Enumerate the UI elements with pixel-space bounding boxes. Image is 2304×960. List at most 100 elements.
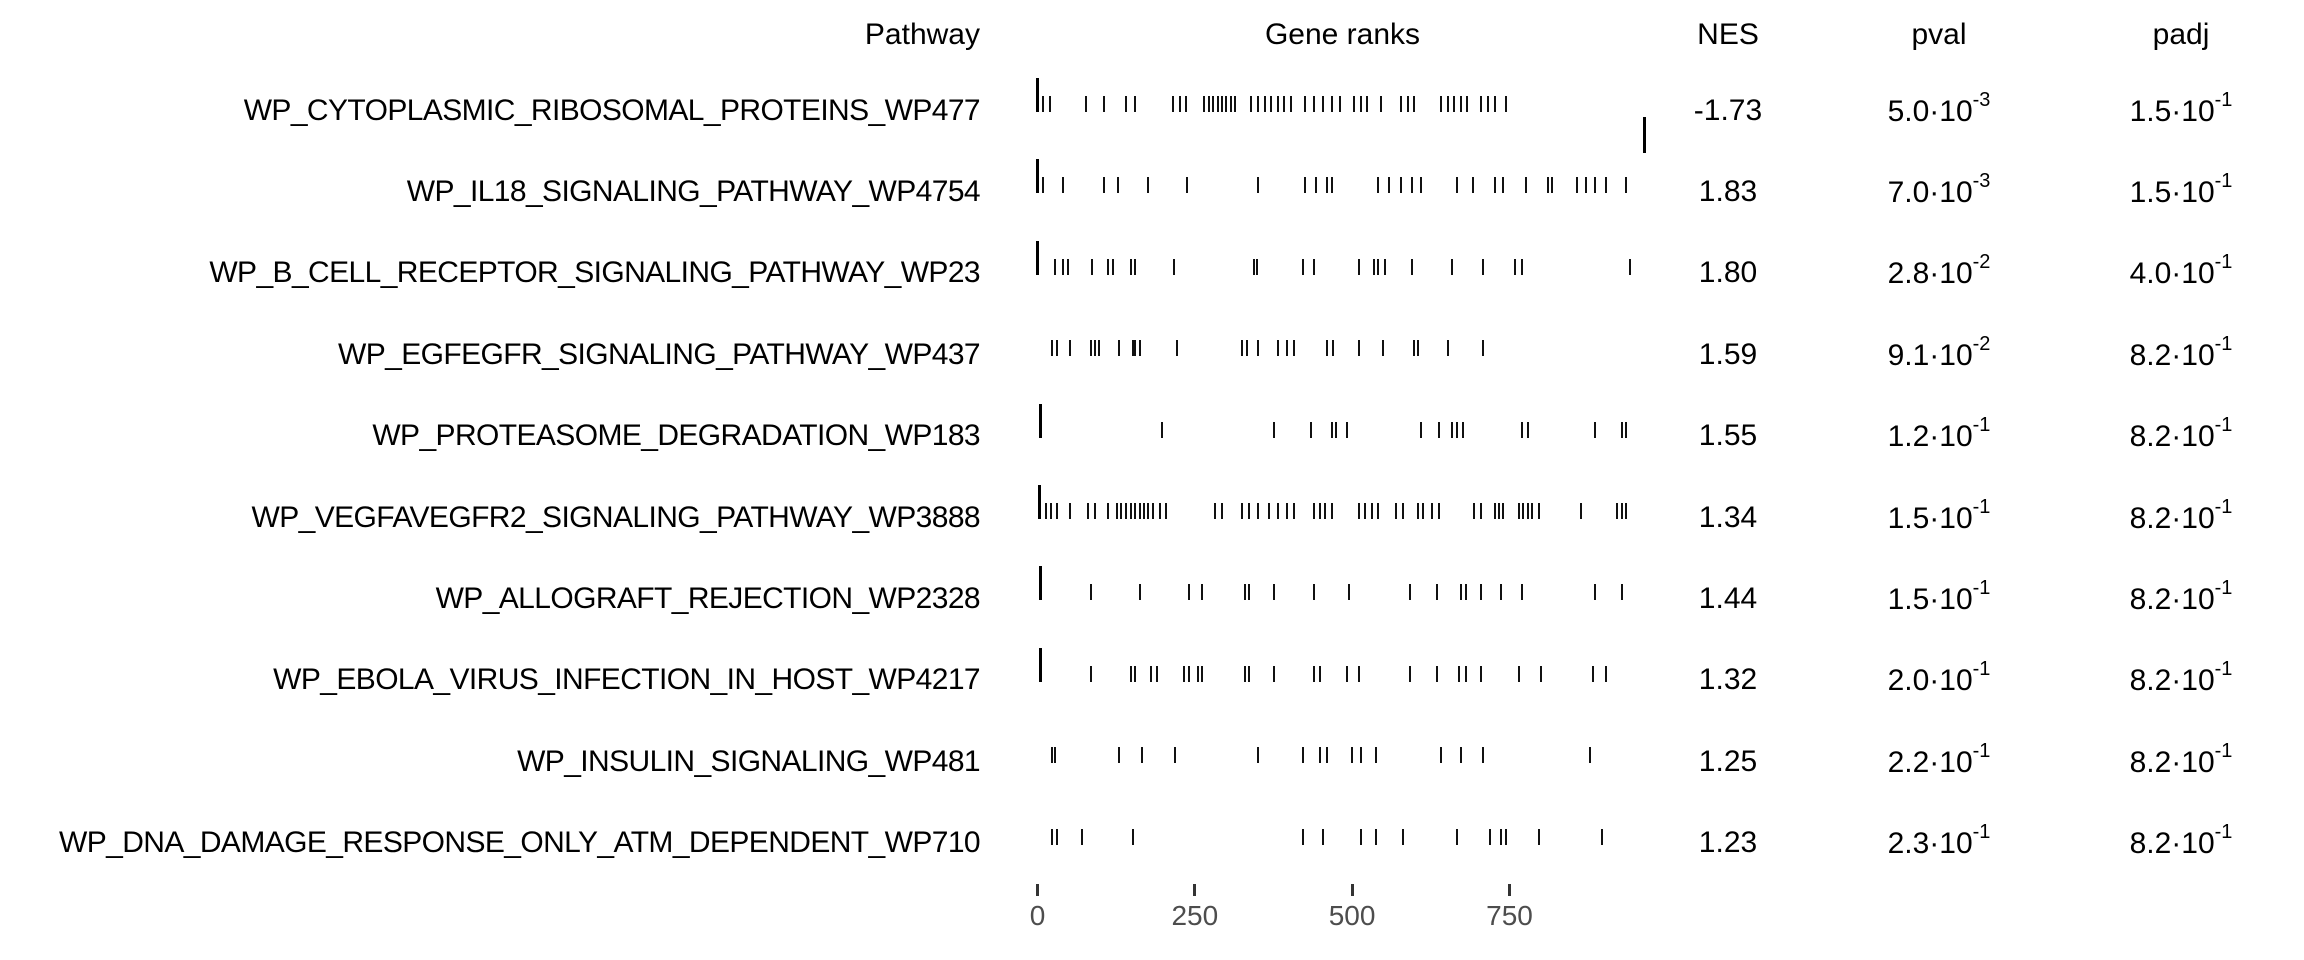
- gene-rank-tick: [1118, 340, 1121, 357]
- gene-ranks-rug: [990, 640, 1695, 721]
- gene-rank-tick: [1455, 421, 1458, 438]
- gene-rank-tick: [1124, 96, 1127, 112]
- table-row: WP_IL18_SIGNALING_PATHWAY_WP4754 1.83 7.0·…: [0, 151, 2304, 232]
- gene-rank-tick: [1165, 502, 1167, 519]
- gene-rank-tick: [1055, 502, 1058, 519]
- gene-rank-tick: [1301, 828, 1304, 845]
- pval-value: 2.2·10-1: [1888, 740, 1991, 780]
- gene-rank-tick: [1196, 665, 1199, 682]
- gene-rank-tick: [1346, 665, 1349, 682]
- gene-rank-tick: [1440, 747, 1442, 764]
- gene-rank-tick: [1373, 258, 1376, 275]
- pathway-label: WP_VEGFAVEGFR2_SIGNALING_PATHWAY_WP3888: [251, 500, 981, 534]
- gene-rank-tick: [1357, 340, 1360, 357]
- nes-cell: 1.59: [1628, 314, 1828, 395]
- pval-cell: 9.1·10-2: [1819, 314, 2059, 395]
- gene-rank-tick: [1138, 584, 1141, 601]
- nes-value: 1.34: [1698, 500, 1758, 534]
- padj-value-mantissa: 8.2·10: [2129, 745, 2215, 779]
- gene-ranks-rug: [990, 396, 1695, 477]
- gene-rank-tick: [1229, 96, 1232, 112]
- gene-rank-tick: [1131, 340, 1134, 357]
- padj-value-exponent: -1: [2214, 821, 2233, 844]
- pval-cell: 2.2·10-1: [1819, 721, 2059, 802]
- gene-rank-tick: [1370, 502, 1373, 519]
- padj-value-exponent: -1: [2214, 332, 2233, 355]
- nes-value: 1.44: [1698, 582, 1758, 616]
- nes-cell: 1.55: [1628, 396, 1828, 477]
- gene-rank-tick: [1290, 96, 1293, 112]
- gene-rank-tick: [1241, 502, 1244, 519]
- gene-rank-tick: [1350, 747, 1353, 764]
- padj-value-mantissa: 8.2·10: [2129, 420, 2215, 454]
- x-axis-tick-label: 500: [1328, 900, 1376, 931]
- gene-rank-tick: [1098, 340, 1101, 357]
- gene-rank-tick: [1504, 828, 1507, 845]
- gene-rank-tick: [1149, 665, 1152, 682]
- x-axis-tick-label: 0: [1029, 900, 1046, 931]
- gene-rank-tick: [1604, 177, 1607, 194]
- gene-rank-tick: [1292, 502, 1295, 519]
- gene-ranks-rug: [990, 70, 1695, 153]
- gene-rank-tick: [1538, 828, 1541, 845]
- gene-ranks-rug: [990, 314, 1695, 395]
- gene-rank-tick: [1401, 828, 1404, 845]
- gene-rank-tick: [1292, 340, 1295, 357]
- gene-rank-tick: [1388, 177, 1391, 194]
- pval-value-mantissa: 1.2·10: [1887, 420, 1973, 454]
- gene-rank-tick: [1620, 502, 1623, 519]
- gene-rank-tick: [1256, 340, 1259, 357]
- gene-rank-tick: [1312, 584, 1315, 601]
- gene-rank-tick: [1464, 584, 1467, 601]
- gene-rank-tick: [1319, 665, 1322, 682]
- gene-rank-tick: [1464, 665, 1467, 682]
- pval-value-mantissa: 7.0·10: [1887, 176, 1973, 210]
- pval-value-exponent: -3: [1972, 170, 1991, 193]
- table-row: WP_EGFEGFR_SIGNALING_PATHWAY_WP437 1.59 9.…: [0, 314, 2304, 395]
- nes-value: 1.80: [1698, 256, 1758, 290]
- padj-value: 8.2·10-1: [2130, 333, 2233, 373]
- nes-value: 1.55: [1698, 419, 1758, 453]
- gene-rank-tick: [1589, 747, 1592, 764]
- gene-rank-tick: [1625, 177, 1627, 194]
- padj-value-exponent: -1: [2214, 739, 2233, 762]
- gene-rank-tick: [1093, 502, 1096, 519]
- gene-rank-tick: [1471, 177, 1474, 194]
- gene-rank-tick: [1243, 665, 1246, 682]
- gene-rank-tick: [1277, 502, 1279, 519]
- gene-rank-tick: [1594, 584, 1597, 601]
- pval-value: 1.5·10-1: [1888, 496, 1991, 536]
- table-row: WP_ALLOGRAFT_REJECTION_WP2328 1.44 1.5·10-…: [0, 558, 2304, 639]
- pathway-label: WP_PROTEASOME_DEGRADATION_WP183: [372, 419, 980, 453]
- gene-rank-tick-tall: [1039, 566, 1043, 601]
- padj-cell: 1.5·10-1: [2061, 70, 2301, 151]
- gene-rank-tick: [1500, 828, 1503, 845]
- gene-rank-tick: [1419, 177, 1422, 194]
- gene-rank-tick: [1171, 96, 1174, 112]
- gene-rank-tick: [1138, 502, 1141, 519]
- gene-rank-tick: [1147, 502, 1150, 519]
- gene-rank-tick: [1504, 96, 1507, 112]
- gene-rank-tick: [1321, 96, 1324, 112]
- padj-value-exponent: -1: [2214, 251, 2233, 274]
- gene-rank-tick: [1173, 258, 1176, 275]
- gene-rank-tick: [1411, 177, 1414, 194]
- x-axis-tick-mark: [1508, 884, 1511, 896]
- gene-rank-tick: [1332, 340, 1335, 357]
- gene-rank-tick: [1285, 340, 1288, 357]
- x-axis-tick-mark: [1036, 884, 1039, 896]
- gene-rank-tick: [1234, 96, 1237, 112]
- gene-rank-tick: [1049, 502, 1052, 519]
- gene-rank-tick: [1243, 584, 1246, 601]
- gene-rank-tick: [1087, 502, 1089, 519]
- gene-rank-tick: [1377, 502, 1380, 519]
- padj-cell: 8.2·10-1: [2061, 477, 2301, 558]
- gene-rank-tick: [1401, 502, 1404, 519]
- column-header-padj: padj: [2061, 0, 2301, 70]
- gene-rank-tick: [1326, 177, 1329, 194]
- gene-rank-tick: [1411, 258, 1414, 275]
- gene-rank-tick: [1620, 584, 1623, 601]
- padj-value-mantissa: 8.2·10: [2129, 583, 2215, 617]
- gene-rank-tick: [1212, 96, 1215, 112]
